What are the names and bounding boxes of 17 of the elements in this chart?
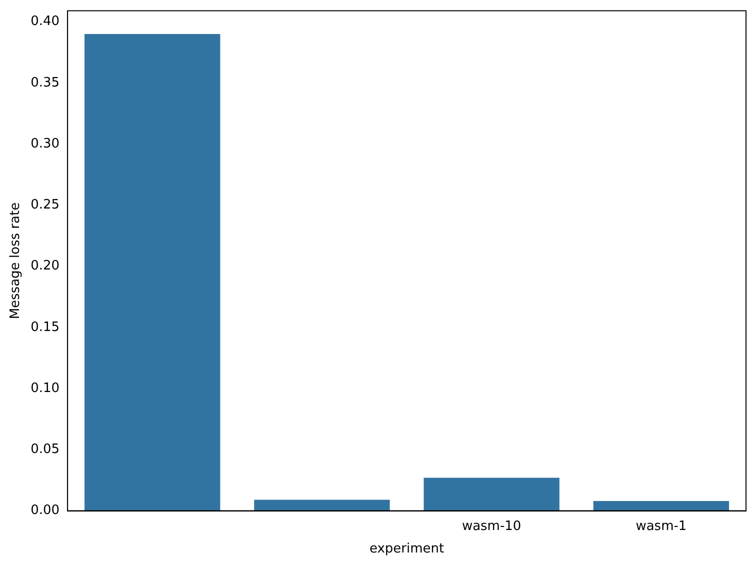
y-tick-label: 0.40 [30, 14, 60, 30]
y-axis-title: Message loss rate [8, 202, 24, 320]
y-tick-label: 0.05 [30, 442, 60, 458]
x-axis-title: experiment [369, 542, 444, 557]
y-tick-label: 0.30 [30, 136, 60, 152]
y-tick-label: 0.35 [30, 75, 60, 90]
y-tick-label: 0.00 [30, 503, 60, 518]
y-tick-label: 0.20 [30, 258, 60, 274]
y-tick-label: 0.10 [30, 380, 60, 396]
bar [84, 34, 220, 511]
y-tick-label: 0.15 [30, 320, 60, 335]
y-tick-label: 0.25 [30, 198, 60, 213]
x-tick-label: wasm-1 [636, 518, 687, 534]
x-tick-label: wasm-10 [462, 518, 522, 534]
bar [254, 500, 390, 511]
bar [593, 501, 730, 511]
bar [424, 478, 560, 511]
